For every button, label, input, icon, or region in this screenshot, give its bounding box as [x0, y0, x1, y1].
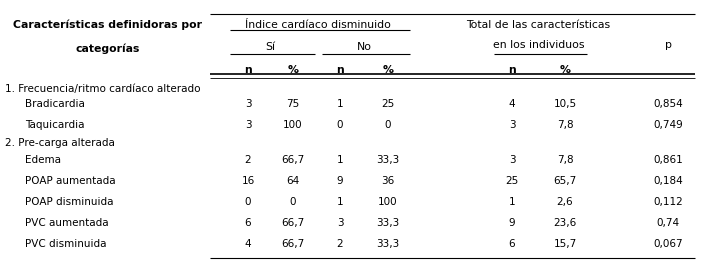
Text: 0: 0 [244, 197, 251, 207]
Text: 66,7: 66,7 [281, 218, 305, 228]
Text: 1: 1 [508, 197, 516, 207]
Text: 66,7: 66,7 [281, 155, 305, 165]
Text: 9: 9 [508, 218, 516, 228]
Text: 16: 16 [242, 176, 255, 186]
Text: Bradicardia: Bradicardia [25, 99, 85, 109]
Text: 65,7: 65,7 [554, 176, 577, 186]
Text: 0,749: 0,749 [653, 120, 683, 130]
Text: 3: 3 [508, 155, 516, 165]
Text: 4: 4 [508, 99, 516, 109]
Text: Índice cardíaco disminuido: Índice cardíaco disminuido [245, 20, 391, 30]
Text: 25: 25 [381, 99, 395, 109]
Text: 0,854: 0,854 [653, 99, 683, 109]
Text: %: % [383, 65, 393, 75]
Text: No: No [357, 42, 372, 52]
Text: 33,3: 33,3 [376, 239, 400, 249]
Text: Sí: Sí [265, 42, 275, 52]
Text: Edema: Edema [25, 155, 61, 165]
Text: 2,6: 2,6 [557, 197, 573, 207]
Text: 3: 3 [336, 218, 343, 228]
Text: 6: 6 [508, 239, 516, 249]
Text: %: % [288, 65, 298, 75]
Text: 6: 6 [244, 218, 252, 228]
Text: 25: 25 [505, 176, 518, 186]
Text: PVC disminuida: PVC disminuida [25, 239, 106, 249]
Text: 1: 1 [336, 197, 343, 207]
Text: 7,8: 7,8 [557, 120, 573, 130]
Text: 2: 2 [336, 239, 343, 249]
Text: 36: 36 [381, 176, 395, 186]
Text: 33,3: 33,3 [376, 218, 400, 228]
Text: 0,74: 0,74 [656, 218, 679, 228]
Text: 0,184: 0,184 [653, 176, 683, 186]
Text: 100: 100 [378, 197, 398, 207]
Text: 0: 0 [385, 120, 391, 130]
Text: %: % [559, 65, 570, 75]
Text: 2. Pre-carga alterada: 2. Pre-carga alterada [5, 138, 115, 148]
Text: 0,112: 0,112 [653, 197, 683, 207]
Text: 7,8: 7,8 [557, 155, 573, 165]
Text: 100: 100 [283, 120, 303, 130]
Text: 3: 3 [244, 120, 252, 130]
Text: 0,067: 0,067 [653, 239, 683, 249]
Text: p: p [664, 40, 672, 50]
Text: PVC aumentada: PVC aumentada [25, 218, 109, 228]
Text: 10,5: 10,5 [554, 99, 577, 109]
Text: 0,861: 0,861 [653, 155, 683, 165]
Text: 1: 1 [336, 155, 343, 165]
Text: en los individuos: en los individuos [493, 40, 585, 50]
Text: Taquicardia: Taquicardia [25, 120, 85, 130]
Text: categorías: categorías [75, 44, 139, 55]
Text: 15,7: 15,7 [554, 239, 577, 249]
Text: Características definidoras por: Características definidoras por [13, 20, 202, 30]
Text: 64: 64 [286, 176, 300, 186]
Text: 2: 2 [244, 155, 252, 165]
Text: 33,3: 33,3 [376, 155, 400, 165]
Text: 9: 9 [336, 176, 343, 186]
Text: 1. Frecuencia/ritmo cardíaco alterado: 1. Frecuencia/ritmo cardíaco alterado [5, 84, 201, 94]
Text: 66,7: 66,7 [281, 239, 305, 249]
Text: n: n [508, 65, 516, 75]
Text: 0: 0 [336, 120, 343, 130]
Text: 0: 0 [290, 197, 296, 207]
Text: 23,6: 23,6 [554, 218, 577, 228]
Text: POAP disminuida: POAP disminuida [25, 197, 114, 207]
Text: n: n [244, 65, 252, 75]
Text: POAP aumentada: POAP aumentada [25, 176, 116, 186]
Text: Total de las características: Total de las características [467, 20, 610, 30]
Text: 75: 75 [286, 99, 300, 109]
Text: n: n [336, 65, 344, 75]
Text: 1: 1 [336, 99, 343, 109]
Text: 3: 3 [244, 99, 252, 109]
Text: 4: 4 [244, 239, 252, 249]
Text: 3: 3 [508, 120, 516, 130]
